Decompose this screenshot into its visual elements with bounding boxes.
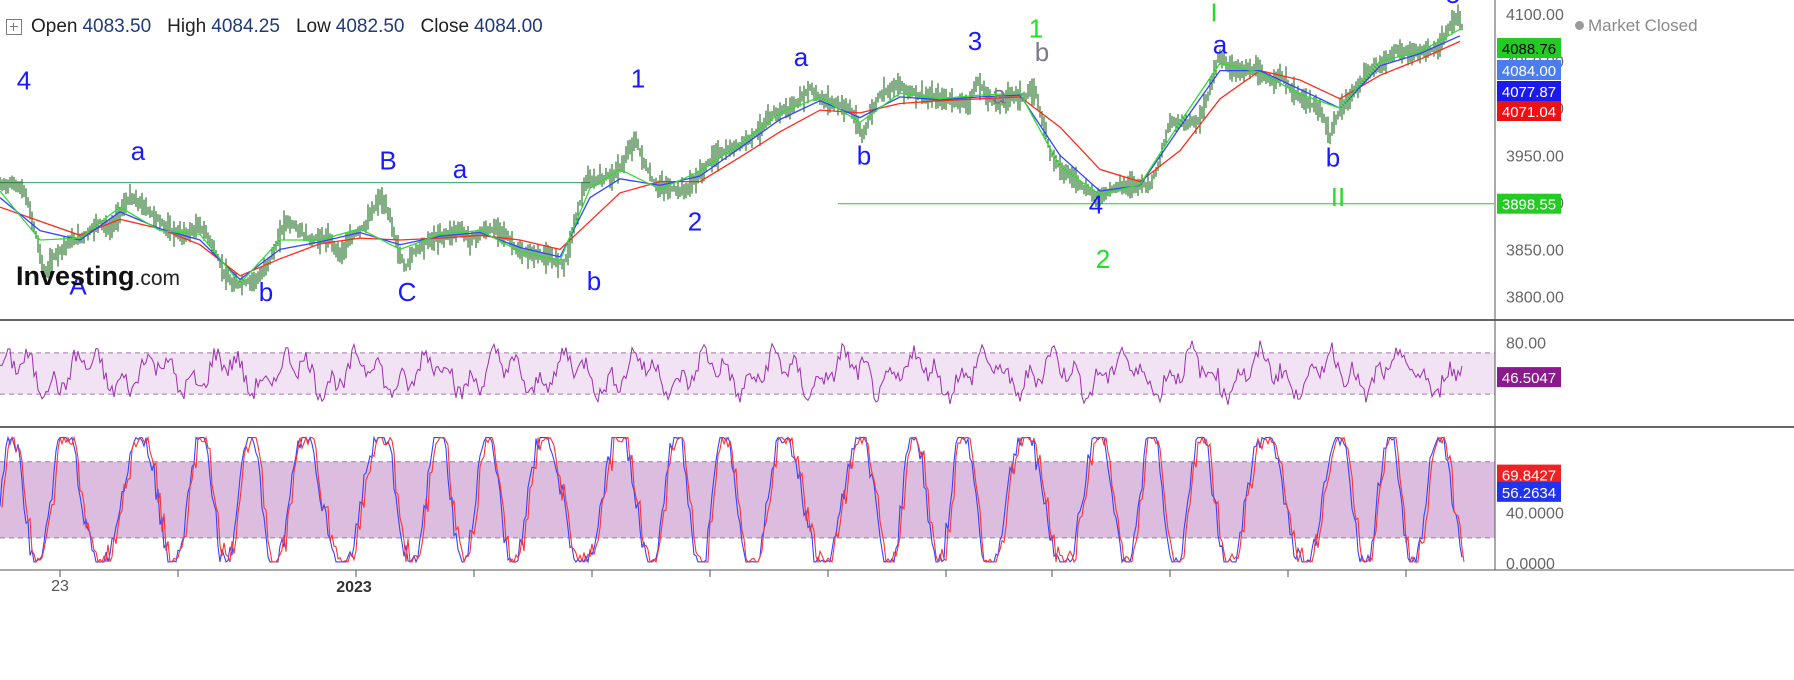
wave-label: II (1331, 182, 1345, 212)
open-value: 4083.50 (82, 16, 152, 37)
rsi-value-label: 46.5047 (1502, 370, 1556, 387)
price-axis-tick: 4100.00 (1506, 7, 1564, 24)
high-value: 4084.25 (211, 16, 280, 37)
stochastic-axis-tick: 0.0000 (1506, 556, 1555, 573)
wave-label: b (857, 141, 871, 171)
wave-label: b (1035, 37, 1049, 67)
wave-label: 5 (1446, 0, 1460, 9)
stochastic-value-label: 69.8427 (1502, 468, 1556, 485)
price-badge (1497, 81, 1561, 101)
wave-label: I (1210, 0, 1217, 28)
wave-label: a (992, 80, 1007, 110)
price-badge-label: 3898.55 (1502, 197, 1556, 214)
time-axis-label: 2023 (336, 579, 372, 596)
price-badge-label: 4077.87 (1502, 84, 1556, 101)
wave-label: 2 (688, 207, 702, 237)
stochastic-k-line (0, 435, 1463, 565)
wave-label: a (453, 154, 468, 184)
wave-label: 4 (17, 65, 31, 95)
wave-label: A (69, 271, 87, 301)
wave-label: a (1213, 30, 1228, 60)
wave-label: 1 (631, 64, 645, 94)
open-label: Open (31, 16, 78, 37)
ma-green-line (0, 28, 1461, 285)
expand-plus-icon[interactable] (6, 19, 22, 35)
wave-label: b (587, 266, 601, 296)
investing-watermark: Investing.com (16, 261, 180, 291)
wave-label: C (398, 277, 417, 307)
low-label: Low (295, 16, 331, 37)
price-axis-tick: 3850.00 (1506, 242, 1564, 259)
low-value: 4082.50 (335, 16, 405, 37)
price-badge (1497, 193, 1561, 214)
price-axis-tick: 3800.00 (1506, 289, 1564, 306)
wave-label: B (379, 145, 396, 175)
price-badge-label: 4088.76 (1502, 41, 1556, 58)
watermark-brand: Investing (16, 261, 135, 291)
wave-label: b (259, 277, 273, 307)
wave-label: b (1326, 143, 1340, 173)
stochastic-band (0, 461, 1495, 538)
high-label: High (167, 16, 207, 37)
price-axis-tick: 3950.00 (1506, 148, 1564, 165)
wave-label: a (131, 136, 146, 166)
time-axis-label: 23 (51, 578, 69, 595)
wave-label: a (794, 42, 809, 72)
rsi-line (0, 340, 1463, 405)
close-label: Close (420, 16, 470, 37)
price-candles (0, 4, 1463, 296)
close-value: 4084.00 (474, 16, 543, 37)
ma-blue-line (0, 35, 1461, 281)
rsi-value-badge (1497, 367, 1561, 388)
wave-label: 1 (1029, 14, 1043, 44)
status-dot-icon (1575, 21, 1584, 30)
wave-label: 4 (1089, 190, 1103, 220)
price-badge-label: 4071.04 (1502, 104, 1556, 121)
ma-red-line (0, 40, 1461, 277)
rsi-axis-tick: 80.00 (1506, 336, 1546, 353)
stochastic-axis-tick: 40.0000 (1506, 505, 1564, 522)
wave-label: 2 (1096, 244, 1110, 274)
price-badge (1497, 38, 1561, 58)
price-badge (1497, 60, 1561, 80)
stochastic-d-line (1, 435, 1465, 564)
stochastic-value-label: 56.2634 (1502, 485, 1556, 502)
stochastic-value-badge (1497, 481, 1561, 502)
market-status: Market Closed (1575, 16, 1698, 36)
price-badge (1497, 101, 1561, 121)
market-status-text: Market Closed (1588, 16, 1698, 35)
price-badge-label: 4084.00 (1502, 63, 1556, 80)
stochastic-value-badge (1497, 464, 1561, 485)
wave-label: 3 (968, 26, 982, 56)
ohlc-legend: Open 4083.50 High 4084.25 Low 4082.50 Cl… (6, 16, 559, 38)
rsi-band (0, 352, 1495, 395)
watermark-suffix: .com (135, 267, 181, 290)
